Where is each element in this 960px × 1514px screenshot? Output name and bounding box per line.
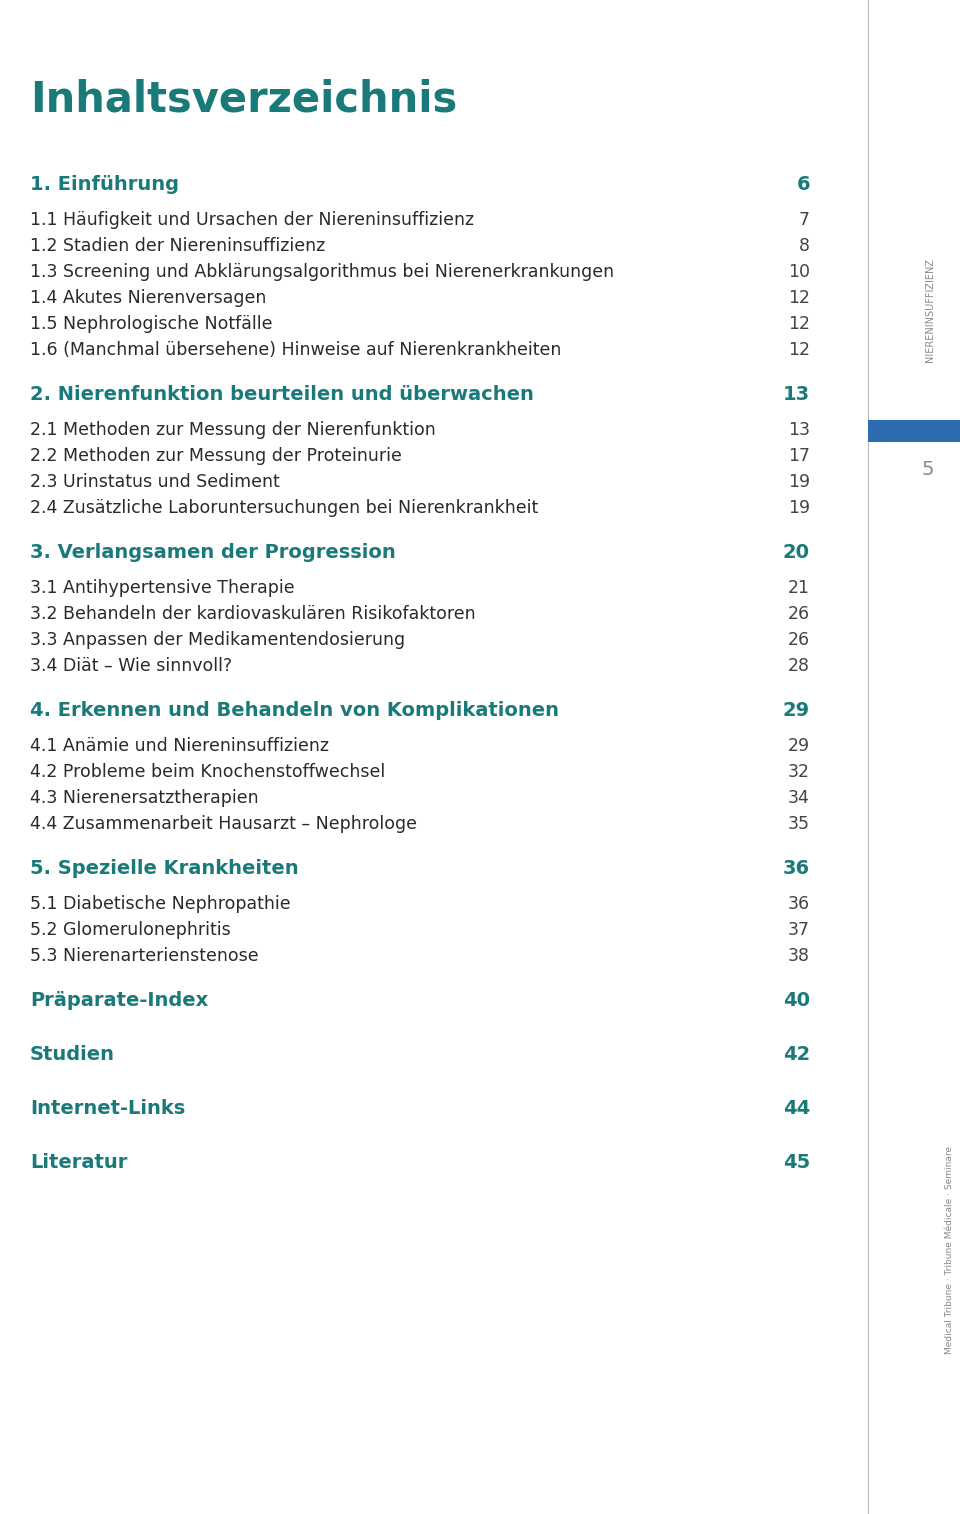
Text: 38: 38: [788, 946, 810, 964]
Text: 4. Erkennen und Behandeln von Komplikationen: 4. Erkennen und Behandeln von Komplikati…: [30, 701, 559, 721]
Text: 32: 32: [788, 763, 810, 781]
Text: 2.1 Methoden zur Messung der Nierenfunktion: 2.1 Methoden zur Messung der Nierenfunkt…: [30, 421, 436, 439]
Text: 4.2 Probleme beim Knochenstoffwechsel: 4.2 Probleme beim Knochenstoffwechsel: [30, 763, 385, 781]
Text: 45: 45: [782, 1154, 810, 1172]
Text: 5: 5: [922, 460, 934, 478]
Text: 13: 13: [788, 421, 810, 439]
Text: 19: 19: [788, 472, 810, 491]
Text: Präparate-Index: Präparate-Index: [30, 992, 208, 1010]
Text: 1.2 Stadien der Niereninsuffizienz: 1.2 Stadien der Niereninsuffizienz: [30, 238, 325, 254]
Text: 6: 6: [797, 176, 810, 194]
Text: NIERENINSUFFIZIENZ: NIERENINSUFFIZIENZ: [925, 257, 935, 362]
Text: 20: 20: [783, 544, 810, 562]
Text: 26: 26: [788, 606, 810, 622]
Text: 1.5 Nephrologische Notfälle: 1.5 Nephrologische Notfälle: [30, 315, 273, 333]
Text: 1.3 Screening und Abklärungsalgorithmus bei Nierenerkrankungen: 1.3 Screening und Abklärungsalgorithmus …: [30, 263, 614, 282]
Text: 28: 28: [788, 657, 810, 675]
Text: 44: 44: [782, 1099, 810, 1117]
Text: 5.2 Glomerulonephritis: 5.2 Glomerulonephritis: [30, 921, 230, 939]
Text: 13: 13: [782, 385, 810, 404]
Text: 17: 17: [788, 447, 810, 465]
Text: 7: 7: [799, 210, 810, 229]
Text: 1.1 Häufigkeit und Ursachen der Niereninsuffizienz: 1.1 Häufigkeit und Ursachen der Nierenin…: [30, 210, 474, 229]
Text: 10: 10: [788, 263, 810, 282]
Text: 5.1 Diabetische Nephropathie: 5.1 Diabetische Nephropathie: [30, 895, 291, 913]
Text: 4.1 Anämie und Niereninsuffizienz: 4.1 Anämie und Niereninsuffizienz: [30, 737, 329, 755]
Text: 21: 21: [788, 578, 810, 597]
Text: 29: 29: [788, 737, 810, 755]
Text: 3.1 Antihypertensive Therapie: 3.1 Antihypertensive Therapie: [30, 578, 295, 597]
Text: 36: 36: [788, 895, 810, 913]
Text: 5.3 Nierenarterienstenose: 5.3 Nierenarterienstenose: [30, 946, 258, 964]
Text: 26: 26: [788, 631, 810, 650]
Text: Literatur: Literatur: [30, 1154, 128, 1172]
Text: 3. Verlangsamen der Progression: 3. Verlangsamen der Progression: [30, 544, 396, 562]
Bar: [868, 419, 960, 442]
Text: 12: 12: [788, 341, 810, 359]
Text: 3.3 Anpassen der Medikamentendosierung: 3.3 Anpassen der Medikamentendosierung: [30, 631, 405, 650]
Text: 34: 34: [788, 789, 810, 807]
Text: 1.6 (Manchmal übersehene) Hinweise auf Nierenkrankheiten: 1.6 (Manchmal übersehene) Hinweise auf N…: [30, 341, 562, 359]
Text: 36: 36: [782, 858, 810, 878]
Text: Medical Tribune · Tribune Médicale · Seminare: Medical Tribune · Tribune Médicale · Sem…: [946, 1146, 954, 1354]
Text: 2. Nierenfunktion beurteilen und überwachen: 2. Nierenfunktion beurteilen und überwac…: [30, 385, 534, 404]
Text: 4.3 Nierenersatztherapien: 4.3 Nierenersatztherapien: [30, 789, 258, 807]
Text: 12: 12: [788, 315, 810, 333]
Text: Internet-Links: Internet-Links: [30, 1099, 185, 1117]
Text: 42: 42: [782, 1045, 810, 1064]
Text: 2.3 Urinstatus und Sediment: 2.3 Urinstatus und Sediment: [30, 472, 279, 491]
Text: 19: 19: [788, 500, 810, 516]
Text: 35: 35: [788, 815, 810, 833]
Text: Studien: Studien: [30, 1045, 115, 1064]
Text: 1. Einführung: 1. Einführung: [30, 176, 179, 194]
Text: 2.4 Zusätzliche Laboruntersuchungen bei Nierenkrankheit: 2.4 Zusätzliche Laboruntersuchungen bei …: [30, 500, 539, 516]
Text: Inhaltsverzeichnis: Inhaltsverzeichnis: [30, 79, 457, 120]
Text: 1.4 Akutes Nierenversagen: 1.4 Akutes Nierenversagen: [30, 289, 266, 307]
Text: 5. Spezielle Krankheiten: 5. Spezielle Krankheiten: [30, 858, 299, 878]
Text: 3.4 Diät – Wie sinnvoll?: 3.4 Diät – Wie sinnvoll?: [30, 657, 232, 675]
Text: 12: 12: [788, 289, 810, 307]
Text: 37: 37: [788, 921, 810, 939]
Text: 40: 40: [783, 992, 810, 1010]
Text: 2.2 Methoden zur Messung der Proteinurie: 2.2 Methoden zur Messung der Proteinurie: [30, 447, 402, 465]
Text: 29: 29: [782, 701, 810, 721]
Text: 8: 8: [799, 238, 810, 254]
Text: 4.4 Zusammenarbeit Hausarzt – Nephrologe: 4.4 Zusammenarbeit Hausarzt – Nephrologe: [30, 815, 417, 833]
Text: 3.2 Behandeln der kardiovaskulären Risikofaktoren: 3.2 Behandeln der kardiovaskulären Risik…: [30, 606, 475, 622]
